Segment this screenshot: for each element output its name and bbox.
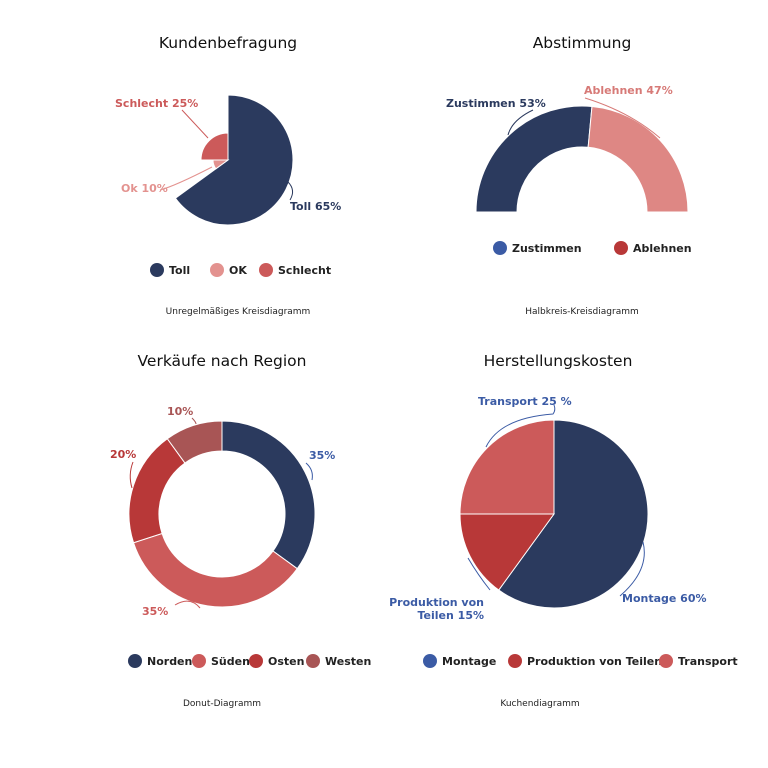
legend-marker bbox=[508, 654, 522, 668]
data-label: Schlecht 25% bbox=[115, 97, 198, 110]
data-label: Zustimmen 53% bbox=[446, 97, 546, 110]
chart-caption: Donut-Diagramm bbox=[183, 699, 261, 709]
legend-marker bbox=[192, 654, 206, 668]
slice-schlecht bbox=[200, 132, 229, 161]
legend-label: Ablehnen bbox=[633, 242, 692, 255]
legend-marker bbox=[614, 241, 628, 255]
slice-transport bbox=[459, 419, 555, 515]
legend-label: Norden bbox=[147, 655, 192, 668]
leader-line bbox=[507, 109, 534, 136]
legend-marker bbox=[150, 263, 164, 277]
legend-marker bbox=[249, 654, 263, 668]
legend-label: Zustimmen bbox=[512, 242, 582, 255]
legend-marker bbox=[493, 241, 507, 255]
leader-line bbox=[619, 541, 645, 597]
slice-süden bbox=[132, 532, 298, 608]
chart-caption: Unregelmäßiges Kreisdiagramm bbox=[166, 307, 311, 317]
leader-line bbox=[287, 181, 294, 201]
data-label: Ablehnen 47% bbox=[584, 84, 673, 97]
chart-title: Kundenbefragung bbox=[159, 34, 297, 52]
slice-produktion-von-teilen bbox=[459, 513, 555, 591]
chart-caption: Halbkreis-Kreisdiagramm bbox=[525, 307, 639, 317]
data-label: 10% bbox=[167, 405, 193, 418]
legend-label: Osten bbox=[268, 655, 304, 668]
slice-norden bbox=[221, 420, 316, 570]
data-label: Toll 65% bbox=[290, 200, 341, 213]
data-label: 35% bbox=[309, 449, 335, 462]
legend-marker bbox=[210, 263, 224, 277]
chart-title: Verkäufe nach Region bbox=[138, 352, 307, 370]
legend-marker bbox=[306, 654, 320, 668]
legend-marker bbox=[423, 654, 437, 668]
legend-marker bbox=[259, 263, 273, 277]
legend-label: OK bbox=[229, 264, 247, 277]
legend-label: Schlecht bbox=[278, 264, 331, 277]
chart-title: Abstimmung bbox=[533, 34, 632, 52]
slice-zustimmen bbox=[475, 105, 593, 213]
slice-westen bbox=[166, 420, 223, 464]
leader-line bbox=[485, 404, 556, 448]
leader-line bbox=[129, 461, 134, 489]
chart-caption: Kuchendiagramm bbox=[500, 699, 579, 709]
legend-label: Westen bbox=[325, 655, 371, 668]
legend-marker bbox=[128, 654, 142, 668]
data-label: Montage 60% bbox=[622, 592, 707, 605]
leader-line bbox=[467, 557, 491, 591]
legend-label: Süden bbox=[211, 655, 250, 668]
data-label: 20% bbox=[110, 448, 136, 461]
legend-label: Montage bbox=[442, 655, 496, 668]
data-label: Produktion von bbox=[389, 596, 484, 609]
slice-toll bbox=[174, 94, 294, 226]
legend-marker bbox=[659, 654, 673, 668]
data-label: 35% bbox=[142, 605, 168, 618]
chart-title: Herstellungskosten bbox=[484, 352, 633, 370]
leader-line bbox=[584, 97, 661, 139]
leader-line bbox=[159, 166, 213, 191]
data-label: Teilen 15% bbox=[418, 609, 485, 622]
leader-line bbox=[191, 417, 197, 425]
legend-label: Toll bbox=[169, 264, 190, 277]
legend-label: Produktion von Teilen bbox=[527, 655, 662, 668]
slice-osten bbox=[128, 438, 186, 544]
data-label: Ok 10% bbox=[121, 182, 168, 195]
leader-line bbox=[181, 109, 209, 139]
leader-line bbox=[305, 462, 313, 481]
data-label: Transport 25 % bbox=[478, 395, 572, 408]
leader-line bbox=[174, 600, 201, 609]
legend-label: Transport bbox=[678, 655, 738, 668]
